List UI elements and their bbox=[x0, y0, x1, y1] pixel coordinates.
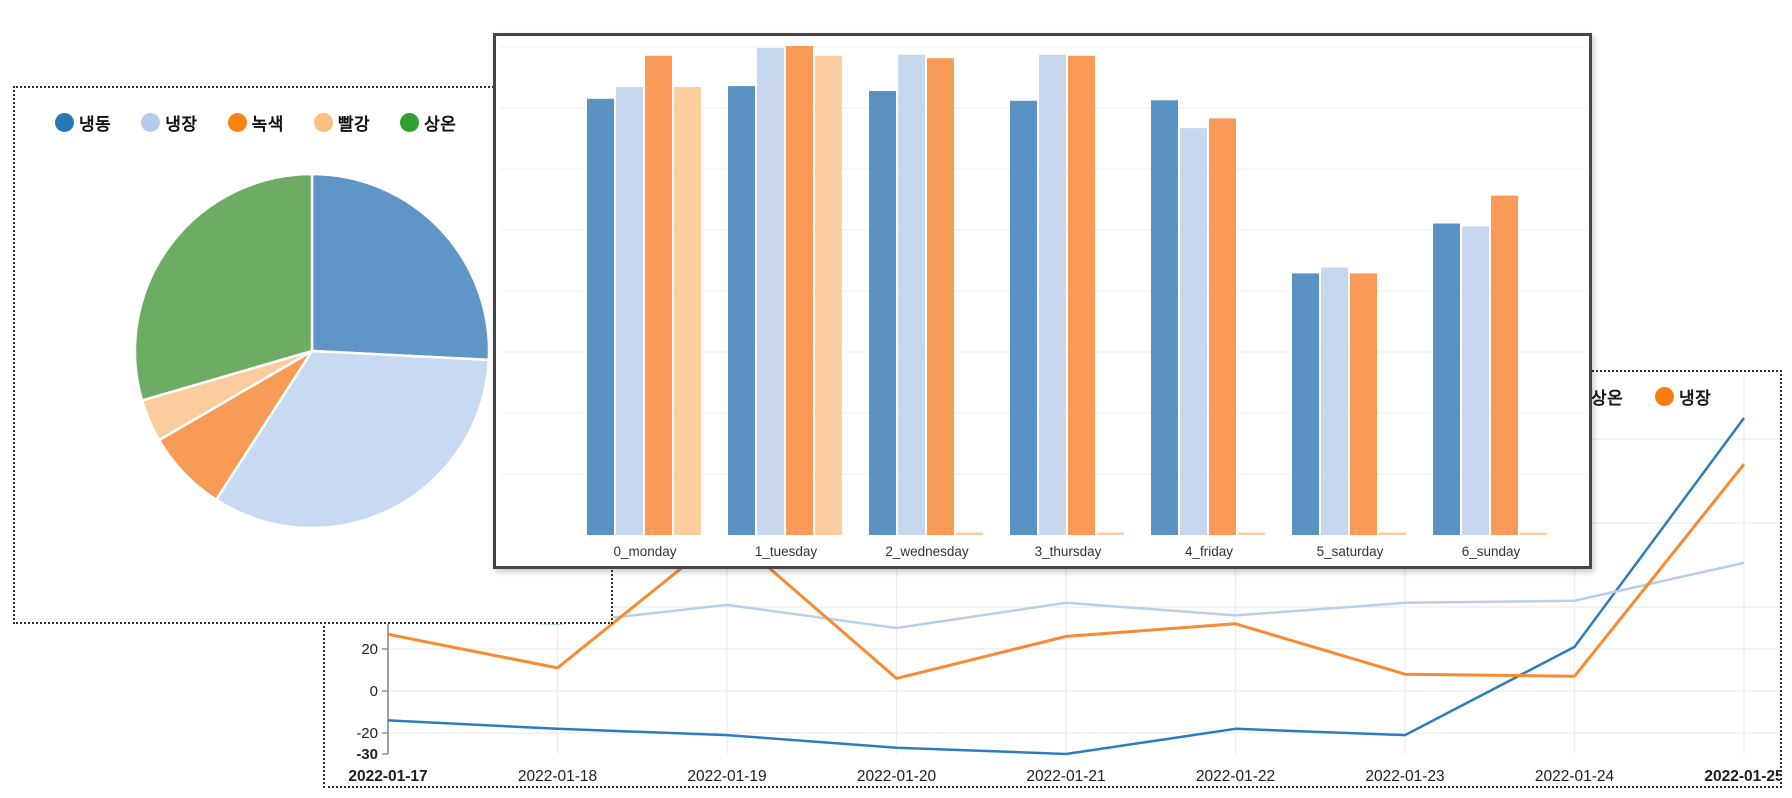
bar-5_saturday-빨강[interactable] bbox=[1379, 532, 1406, 535]
bar-1_tuesday-냉장[interactable] bbox=[757, 47, 784, 536]
legend-label: 냉장 bbox=[1679, 389, 1712, 408]
bar-0_monday-냉장[interactable] bbox=[616, 87, 643, 536]
line-series-상온[interactable] bbox=[387, 561, 1745, 630]
bar-4_friday-냉동[interactable] bbox=[1151, 100, 1178, 536]
bar-5_saturday-녹색[interactable] bbox=[1350, 273, 1377, 535]
bar-5_saturday-냉장[interactable] bbox=[1321, 267, 1348, 535]
bar-6_sunday-냉장[interactable] bbox=[1462, 226, 1489, 536]
legend-dot-icon bbox=[313, 113, 333, 132]
bar-6_sunday-빨강[interactable] bbox=[1520, 532, 1547, 535]
bar-4_friday-냉장[interactable] bbox=[1180, 128, 1207, 535]
bar-6_sunday-냉동[interactable] bbox=[1433, 223, 1460, 535]
legend-dot-icon bbox=[141, 113, 161, 132]
bar-3_thursday-냉동[interactable] bbox=[1010, 100, 1037, 535]
y-tick-label: -30 bbox=[356, 746, 378, 763]
bar-2_wednesday-녹색[interactable] bbox=[927, 58, 954, 535]
bar-chart-panel: 0_monday 1_tuesday 2_wednesday 3_thursday 4_… bbox=[493, 33, 1592, 569]
line-legend-item-냉장[interactable]: 냉장 bbox=[1655, 384, 1711, 409]
pie-slice-냉동[interactable] bbox=[310, 172, 491, 362]
bar-3_thursday-냉장[interactable] bbox=[1039, 54, 1066, 535]
legend-label: 냉장 bbox=[165, 115, 198, 134]
x-tick-label: 2022-01-25 bbox=[1704, 768, 1782, 785]
bar-0_monday-빨강[interactable] bbox=[674, 87, 701, 536]
line-series-냉장[interactable] bbox=[387, 463, 1746, 680]
bar-chart: 0_monday 1_tuesday 2_wednesday 3_thursday 4_… bbox=[500, 46, 1586, 559]
bar-2_wednesday-냉동[interactable] bbox=[869, 90, 896, 535]
legend-label: 냉동 bbox=[79, 115, 112, 134]
bar-category-label: 5_saturday bbox=[1317, 544, 1384, 559]
bar-2_wednesday-빨강[interactable] bbox=[956, 532, 983, 535]
legend-dot-icon bbox=[1655, 387, 1674, 406]
bar-category-label: 1_tuesday bbox=[755, 544, 818, 559]
x-tick-label: 2022-01-20 bbox=[857, 768, 937, 785]
bar-4_friday-녹색[interactable] bbox=[1209, 118, 1236, 535]
legend-label: 상온 bbox=[424, 115, 457, 134]
pie-legend-item-냉동[interactable]: 냉동 bbox=[55, 110, 111, 135]
bar-3_thursday-녹색[interactable] bbox=[1068, 55, 1095, 535]
x-tick-label: 2022-01-23 bbox=[1365, 768, 1444, 785]
x-tick-label: 2022-01-17 bbox=[348, 768, 427, 785]
bar-category-label: 0_monday bbox=[613, 544, 676, 559]
pie-legend-item-냉장[interactable]: 냉장 bbox=[141, 110, 197, 135]
pie-slice-상온[interactable] bbox=[133, 172, 314, 402]
bar-category-label: 6_sunday bbox=[1462, 544, 1521, 559]
bar-category-label: 2_wednesday bbox=[885, 544, 969, 559]
legend-label: 상온 bbox=[1591, 389, 1624, 408]
legend-label: 빨강 bbox=[337, 115, 371, 134]
legend-dot-icon bbox=[400, 113, 420, 132]
y-tick-label: -20 bbox=[356, 725, 378, 742]
legend-dot-icon bbox=[227, 113, 247, 132]
pie-legend-item-상온[interactable]: 상온 bbox=[400, 110, 456, 135]
bar-1_tuesday-냉동[interactable] bbox=[728, 86, 755, 536]
pie-legend-item-녹색[interactable]: 녹색 bbox=[227, 110, 284, 135]
x-tick-label: 2022-01-18 bbox=[518, 768, 597, 785]
bar-0_monday-녹색[interactable] bbox=[645, 55, 672, 535]
bar-3_thursday-빨강[interactable] bbox=[1097, 532, 1124, 535]
bar-1_tuesday-녹색[interactable] bbox=[786, 46, 813, 535]
bar-5_saturday-냉동[interactable] bbox=[1292, 273, 1319, 535]
pie-chart-legend: 냉동 냉장 녹색 빨강 상온 bbox=[55, 110, 456, 135]
bar-0_monday-냉동[interactable] bbox=[587, 98, 614, 535]
y-tick-label: 20 bbox=[361, 641, 378, 658]
bar-1_tuesday-빨강[interactable] bbox=[815, 55, 842, 535]
pie-chart bbox=[133, 172, 491, 530]
x-tick-label: 2022-01-21 bbox=[1026, 768, 1105, 785]
bar-category-label: 4_friday bbox=[1185, 544, 1233, 559]
legend-dot-icon bbox=[55, 113, 74, 132]
x-tick-label: 2022-01-24 bbox=[1535, 768, 1615, 785]
bar-6_sunday-녹색[interactable] bbox=[1491, 195, 1518, 535]
y-tick-label: 0 bbox=[370, 683, 378, 700]
pie-legend-item-빨강[interactable]: 빨강 bbox=[313, 110, 371, 135]
bar-2_wednesday-냉장[interactable] bbox=[898, 54, 925, 535]
x-tick-label: 2022-01-19 bbox=[687, 768, 766, 785]
legend-label: 녹색 bbox=[251, 115, 284, 134]
bar-category-label: 3_thursday bbox=[1035, 544, 1102, 559]
bar-4_friday-빨강[interactable] bbox=[1238, 532, 1265, 535]
x-tick-label: 2022-01-22 bbox=[1196, 768, 1275, 785]
